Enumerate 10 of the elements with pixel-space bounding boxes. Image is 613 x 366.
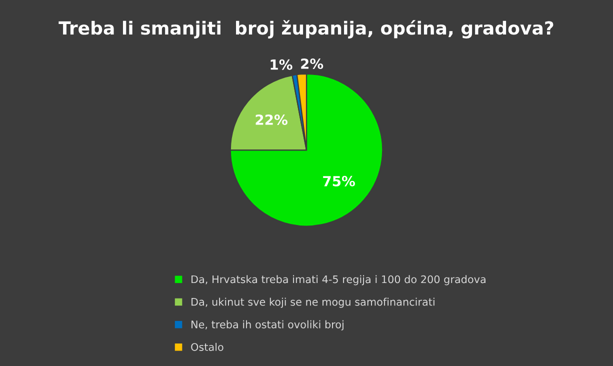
data-label: 75% <box>323 176 355 186</box>
legend-label: Da, Hrvatska treba imati 4-5 regija i 100 do 200 gradova <box>192 275 486 286</box>
legend-label: Ne, treba ih ostati ovoliki broj <box>192 320 344 330</box>
pie-slice <box>230 73 384 227</box>
legend-label: Ostalo <box>191 342 224 351</box>
data-label: 2% <box>301 58 324 69</box>
data-label: 22% <box>256 114 288 125</box>
legend-label: Da, ukinut sve koji se ne mogu samofinancirati <box>192 298 434 308</box>
data-label: 1% <box>270 59 292 70</box>
chart-title: Treba li smanjiti broj županija, općina, gradova? <box>58 20 554 38</box>
